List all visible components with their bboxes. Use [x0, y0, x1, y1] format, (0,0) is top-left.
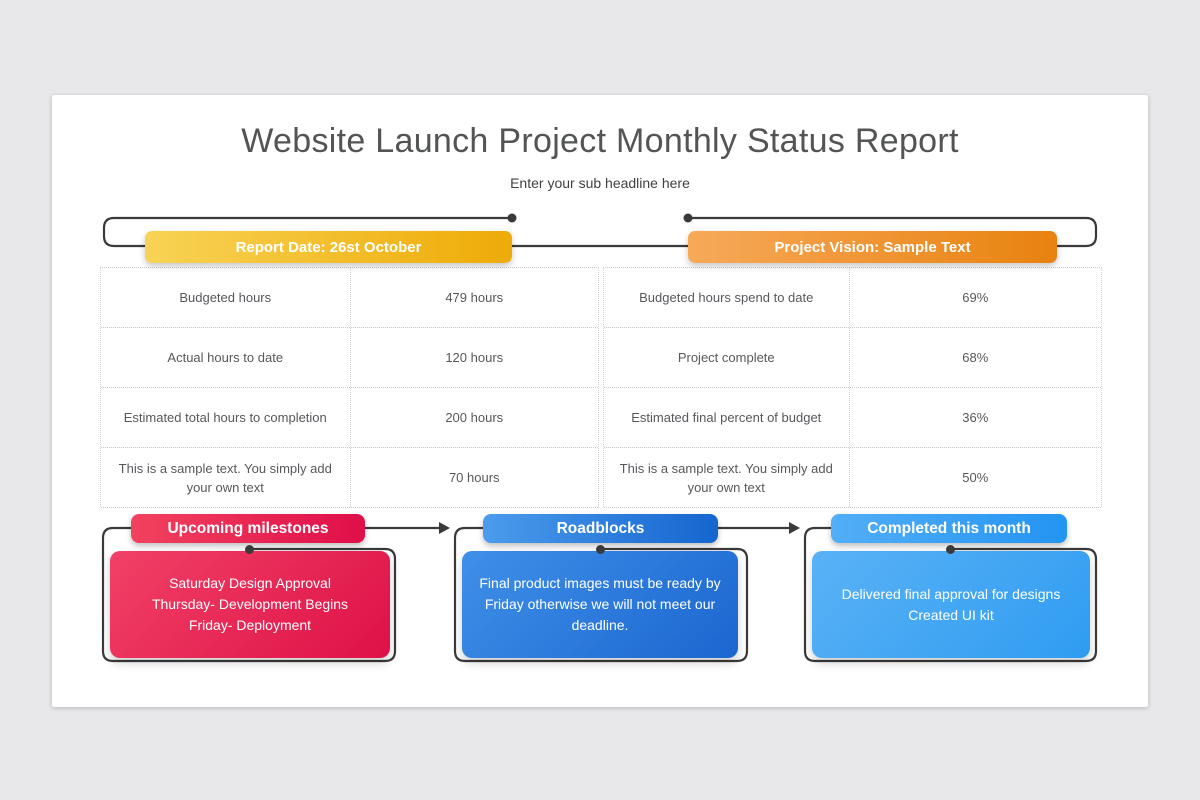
arrow-2-head-icon — [789, 522, 800, 534]
table-row: Estimated final percent of budget 36% — [604, 388, 1101, 448]
table-row: Budgeted hours 479 hours — [101, 268, 598, 328]
row-label: Budgeted hours spend to date — [604, 268, 850, 327]
row-value: 200 hours — [445, 410, 504, 425]
upcoming-milestones-header: Upcoming milestones — [131, 514, 365, 543]
report-date-label: Report Date: 26st October — [235, 238, 422, 256]
row-label: This is a sample text. You simply add yo… — [604, 448, 850, 507]
card-outline-3-dot — [945, 544, 955, 554]
completed-this-month-card: Delivered final approval for designs Cre… — [812, 551, 1090, 658]
table-row: This is a sample text. You simply add yo… — [604, 448, 1101, 508]
row-value: 36% — [962, 410, 989, 425]
page-title: Website Launch Project Monthly Status Re… — [241, 122, 959, 160]
slide-canvas: Website Launch Project Monthly Status Re… — [52, 95, 1148, 707]
row-label: This is a sample text. You simply add yo… — [101, 448, 351, 507]
milestone-line: Friday- Deployment — [188, 617, 312, 633]
budget-table: Budgeted hours spend to date 69% Project… — [603, 267, 1102, 508]
row-label: Estimated total hours to completion — [101, 388, 351, 447]
roadblocks-label: Roadblocks — [556, 519, 645, 537]
row-label: Budgeted hours — [101, 268, 351, 327]
row-value: 479 hours — [445, 290, 504, 305]
upcoming-milestones-label: Upcoming milestones — [167, 519, 329, 537]
row-label: Actual hours to date — [101, 328, 351, 387]
completed-this-month-header: Completed this month — [831, 514, 1067, 543]
row-value: 70 hours — [448, 470, 500, 485]
table-row: Actual hours to date 120 hours — [101, 328, 598, 388]
upcoming-milestones-card: Saturday Design Approval Thursday- Devel… — [110, 551, 390, 658]
roadblock-text: Final product images must be ready by Fr… — [479, 575, 721, 633]
project-vision-banner: Project Vision: Sample Text — [688, 231, 1057, 263]
card-outline-1-dot — [244, 544, 254, 554]
row-label: Project complete — [604, 328, 850, 387]
status-tables: Budgeted hours 479 hours Actual hours to… — [100, 267, 1103, 508]
project-vision-label: Project Vision: Sample Text — [774, 238, 971, 256]
row-value: 68% — [962, 350, 989, 365]
bracket-left-endpoint-dot — [507, 213, 517, 223]
bracket-right-endpoint-dot — [683, 213, 693, 223]
milestone-line: Saturday Design Approval — [169, 575, 331, 591]
table-row: Budgeted hours spend to date 69% — [604, 268, 1101, 328]
arrow-1-head-icon — [439, 522, 450, 534]
roadblocks-header: Roadblocks — [483, 514, 718, 543]
row-value: 69% — [962, 290, 989, 305]
completed-this-month-label: Completed this month — [867, 519, 1031, 537]
table-row: Estimated total hours to completion 200 … — [101, 388, 598, 448]
milestone-line: Thursday- Development Begins — [151, 596, 349, 612]
row-label: Estimated final percent of budget — [604, 388, 850, 447]
completed-line: Created UI kit — [908, 606, 994, 623]
table-row: Project complete 68% — [604, 328, 1101, 388]
completed-line: Delivered final approval for designs — [841, 585, 1061, 602]
roadblocks-card: Final product images must be ready by Fr… — [462, 551, 738, 658]
table-row: This is a sample text. You simply add yo… — [101, 448, 598, 508]
page-subtitle: Enter your sub headline here — [510, 175, 690, 191]
row-value: 50% — [962, 470, 989, 485]
report-date-banner: Report Date: 26st October — [145, 231, 512, 263]
row-value: 120 hours — [445, 350, 504, 365]
card-outline-2-dot — [595, 544, 605, 554]
hours-table: Budgeted hours 479 hours Actual hours to… — [100, 267, 599, 508]
